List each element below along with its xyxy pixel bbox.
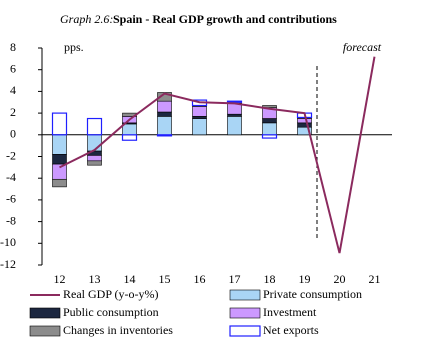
bar [157,111,172,117]
bar [261,134,278,139]
bar [157,116,172,136]
bar [192,118,207,136]
bar [121,134,138,141]
bar [192,106,207,117]
legend-label: Investment [263,305,317,319]
y-tick-label: 6 [10,61,16,75]
legend-swatch [29,325,61,337]
bar [226,100,243,103]
legend-swatch [29,307,61,319]
x-tick-label: 15 [159,272,171,286]
legend-label: Net exports [263,323,319,337]
bar [87,160,102,166]
x-tick-label: 12 [54,272,66,286]
chart-title: Spain - Real GDP growth and contribution… [113,12,337,26]
x-tick-label: 14 [124,272,136,286]
x-tick-label: 19 [299,272,311,286]
bar [87,134,102,152]
bar [52,134,67,155]
y-tick-label: 4 [10,83,16,97]
y-tick-label: -2 [6,148,16,162]
bar [297,122,312,128]
x-tick-label: 16 [194,272,206,286]
legend-swatch [229,307,261,319]
x-tick-label: 13 [89,272,101,286]
bar [87,155,102,162]
chart-title-label: Graph 2.6: [60,12,113,26]
bar [192,116,207,119]
bar [262,118,277,124]
bar [52,178,67,188]
y-tick-label: 8 [10,40,16,54]
x-tick-label: 20 [334,272,346,286]
bar [262,122,277,136]
bar [51,112,68,136]
y-tick-label: 2 [10,105,16,119]
bar [157,92,172,102]
forecast-label: forecast [343,40,382,54]
bar [156,134,173,137]
legend-label: Real GDP (y-o-y%) [63,287,159,301]
bar [227,113,242,117]
y-tick-label: -8 [6,213,16,227]
y-tick-label: -4 [6,170,16,184]
y-axis-label: pps. [64,40,84,54]
legend-label: Private consumption [263,287,362,301]
legend-label: Changes in inventories [63,323,173,337]
x-tick-label: 21 [369,272,381,286]
y-tick-label: -10 [0,235,16,249]
x-tick-label: 18 [264,272,276,286]
y-tick-label: -6 [6,192,16,206]
bar [122,123,137,136]
bar [157,100,172,113]
bar [86,117,103,136]
y-tick-label: 0 [10,127,16,141]
y-tick-label: -12 [0,257,16,271]
bar [227,116,242,136]
legend-swatch [229,325,261,337]
x-tick-label: 17 [229,272,241,286]
bar [52,154,67,165]
legend-label: Public consumption [63,305,159,319]
line [59,56,376,254]
bar [297,118,312,124]
legend-swatch [229,289,261,301]
bar [262,105,277,108]
